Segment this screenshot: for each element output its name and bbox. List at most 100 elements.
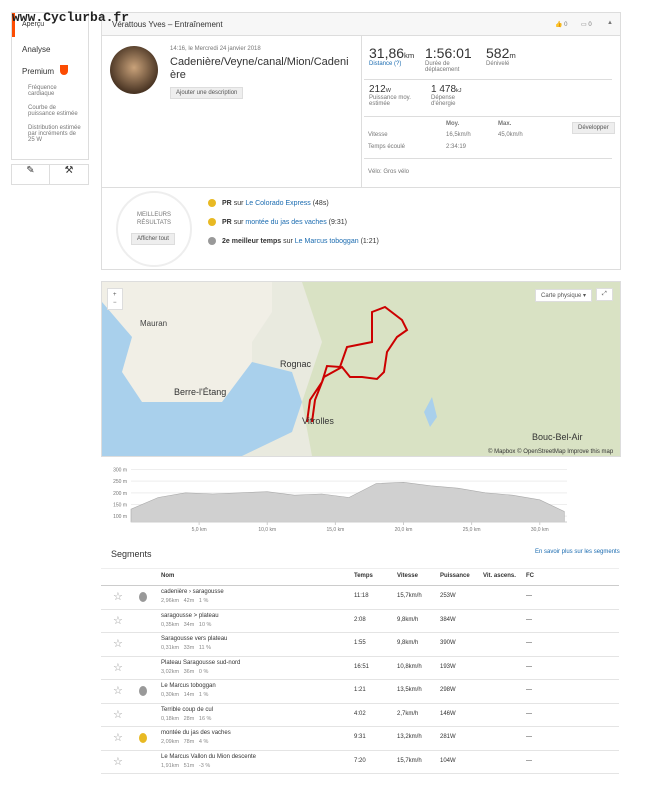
segment-cell: 104W — [440, 757, 456, 764]
y-tick-label: 300 m — [113, 468, 127, 474]
segment-name[interactable]: saragousse > plateau — [161, 612, 219, 619]
segment-cell: 15,7km/h — [397, 593, 422, 599]
segment-info: 0,31km 33m 11 % — [161, 645, 212, 651]
stat-label: Distance (?) — [369, 61, 402, 67]
stat-label: Dépense d'énergie — [431, 95, 456, 107]
y-tick-label: 250 m — [113, 479, 127, 485]
star[interactable]: ☆ — [113, 591, 123, 603]
cell: 2:34:19 — [446, 144, 467, 150]
segment-name[interactable]: Terrible coup de cul — [161, 706, 214, 713]
route — [306, 305, 409, 423]
fullscreen[interactable]: ⤢ — [596, 288, 613, 301]
segment-name[interactable]: Le Marcus toboggan — [161, 683, 216, 689]
star[interactable]: ☆ — [113, 614, 123, 627]
layer-select[interactable]: Carte physique ▾ — [535, 289, 593, 302]
stat-unit: W — [385, 88, 391, 94]
column-header: Temps — [354, 573, 373, 579]
water — [102, 302, 302, 456]
stat-label: Puissance moy. estimée — [369, 95, 411, 107]
star[interactable]: ☆ — [113, 685, 123, 697]
segment-row[interactable]: ☆ saragousse > plateau 0,35km 34m 10 % 2:08… — [101, 610, 619, 633]
star[interactable]: ☆ — [113, 732, 123, 744]
nav-sub[interactable]: Courbe de puissance estimée — [28, 105, 78, 117]
kudos[interactable]: 👍 0 — [555, 22, 568, 28]
segment-name[interactable]: Plateau Saragousse sud-nord — [161, 659, 241, 666]
elevation-area — [130, 482, 565, 523]
achievement-link[interactable]: Le Marcus toboggan — [294, 237, 359, 245]
map[interactable]: Mauran Rognac Berre-l'Étang Vitrolles Bo… — [101, 281, 621, 457]
medal — [208, 218, 216, 226]
stat: 31,86km Distance (?) — [369, 45, 429, 67]
achievement: 2e meilleur temps sur Le Marcus toboggan… — [208, 237, 379, 245]
achievement-link[interactable]: Le Colorado Express — [245, 199, 311, 207]
medal — [139, 686, 147, 696]
attribution: © Mapbox © OpenStreetMap Improve this ma… — [488, 448, 614, 455]
segment-name[interactable]: Le Marcus Vallon du Mion descente — [161, 753, 256, 760]
star[interactable]: ☆ — [113, 755, 123, 768]
segment-name[interactable]: montée du jas des vaches — [161, 730, 231, 736]
star[interactable]: ☆ — [113, 661, 123, 674]
nav-item[interactable]: Premium — [22, 67, 55, 76]
expand-button[interactable]: Développer — [572, 122, 615, 134]
segment-cell: 9:31 — [354, 734, 366, 740]
menu[interactable]: ▲ — [607, 20, 613, 26]
achievement-badge: MEILLEURS RÉSULTATS Afficher tout — [116, 191, 192, 267]
row-label: Temps écoulé — [368, 144, 406, 150]
segment-row[interactable]: ☆ montée du jas des vaches 2,09km 78m 4 % 9… — [101, 727, 619, 751]
divider — [102, 187, 620, 188]
segment-row[interactable]: ☆ Le Marcus toboggan 0,30km 14m 1 % 1:21 13,… — [101, 680, 619, 704]
segment-row[interactable]: ☆ Le Marcus Vallon du Mion descente 1,91km… — [101, 751, 619, 774]
x-tick-label: 15,0 km — [326, 527, 344, 533]
stat-value: 1:56:01 — [425, 45, 485, 61]
x-tick-label: 5,0 km — [192, 527, 207, 533]
segment-cell: 390W — [440, 640, 456, 646]
segment-name[interactable]: Saragousse vers plateau — [161, 636, 228, 642]
achievement-on: sur — [233, 218, 244, 226]
segment-cell: 146W — [440, 710, 456, 717]
x-tick-label: 20,0 km — [395, 527, 413, 533]
segment-hr: — — [526, 593, 532, 599]
segment-name[interactable]: cadenière › saragousse — [161, 589, 224, 595]
comments[interactable]: ▭ 0 — [581, 22, 592, 28]
nav-item[interactable]: Aperçu — [22, 21, 45, 28]
achievement-link[interactable]: montée du jas des vaches — [245, 218, 327, 226]
x-tick-label: 25,0 km — [463, 527, 481, 533]
nav-sub[interactable]: Distribution estimée par incréments de 2… — [28, 125, 81, 143]
zoom[interactable]: + − — [107, 288, 123, 310]
col-header: Moy. — [446, 121, 460, 127]
achievement-time: (1:21) — [360, 237, 379, 245]
segment-row[interactable]: ☆ cadenière › saragousse 2,96km 42m 1 % 11:… — [101, 586, 619, 610]
achievement-type: 2e meilleur temps — [222, 237, 282, 245]
show-all[interactable]: Afficher tout — [131, 233, 175, 245]
column-header: Vitesse — [397, 573, 418, 579]
segment-cell: 2:08 — [354, 616, 366, 623]
achievement: PR sur Le Colorado Express (48s) — [208, 199, 329, 207]
tools-button[interactable]: ⚒ — [49, 164, 89, 185]
add-description[interactable]: Ajouter une description — [170, 87, 244, 99]
star[interactable]: ☆ — [113, 708, 123, 721]
segment-cell: 7:20 — [354, 757, 366, 764]
nav-item[interactable]: Analyse — [22, 45, 51, 54]
stat-label: Durée de déplacement — [425, 61, 460, 73]
edit-button[interactable]: ✎ — [11, 164, 50, 185]
achievement-on: sur — [283, 237, 293, 245]
stat-number: 1:56:01 — [425, 45, 472, 61]
segment-row[interactable]: ☆ Plateau Saragousse sud-nord 3,02km 36m 0… — [101, 657, 619, 680]
avatar — [110, 46, 158, 94]
segments-more[interactable]: En savoir plus sur les segments — [535, 549, 620, 555]
segment-row[interactable]: ☆ Terrible coup de cul 0,18km 28m 16 % 4:02… — [101, 704, 619, 727]
stat-unit: m — [509, 51, 516, 60]
star[interactable]: ☆ — [113, 638, 123, 650]
stat-value: 1 478kJ — [431, 84, 491, 95]
stat: 1 478kJ Dépense d'énergie — [431, 84, 491, 107]
stat-value: 582m — [486, 45, 546, 61]
segment-cell: 11:18 — [354, 593, 369, 599]
segment-info: 2,96km 42m 1 % — [161, 598, 209, 604]
segment-hr: — — [526, 616, 532, 623]
segment-row[interactable]: ☆ Saragousse vers plateau 0,31km 33m 11 % 1… — [101, 633, 619, 657]
active-bar — [12, 13, 15, 37]
nav-sub[interactable]: Fréquence cardiaque — [28, 85, 57, 97]
cell: 45,0km/h — [498, 132, 523, 138]
segment-info: 2,09km 78m 4 % — [161, 739, 209, 745]
segments-title: Segments — [111, 549, 152, 559]
